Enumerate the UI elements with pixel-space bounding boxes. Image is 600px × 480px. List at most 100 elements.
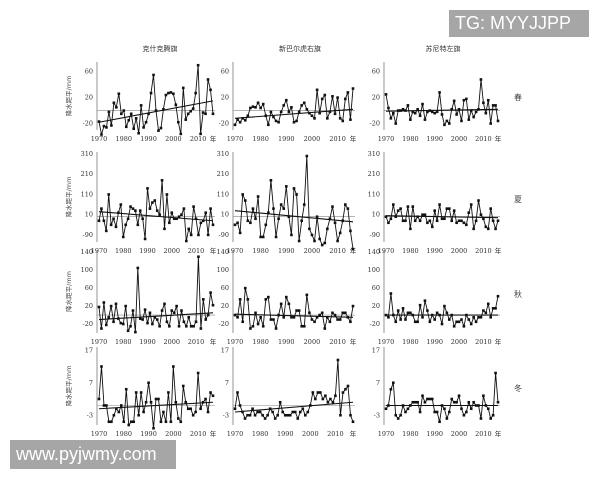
svg-text:1980: 1980 <box>252 135 269 143</box>
svg-text:年: 年 <box>495 429 502 438</box>
watermark-bottom-left: www.pyjwmy.com <box>10 440 176 469</box>
svg-text:年: 年 <box>495 337 502 346</box>
svg-text:-20: -20 <box>83 320 93 328</box>
svg-text:1990: 1990 <box>139 338 156 346</box>
svg-text:-90: -90 <box>370 231 380 239</box>
svg-text:60: 60 <box>372 68 380 76</box>
svg-text:2000: 2000 <box>451 338 468 346</box>
svg-text:2000: 2000 <box>165 430 182 438</box>
svg-text:2010: 2010 <box>329 338 346 346</box>
chart-panel: -20 20 60 1970 1980 1990 2000 2010 年 <box>193 58 367 146</box>
svg-text:20: 20 <box>85 302 93 310</box>
chart-panel: -20 20 60 1970 1980 1990 2000 2010 年 降水距平/mm <box>57 58 227 146</box>
svg-text:1990: 1990 <box>278 338 295 346</box>
svg-text:降水距平/mm: 降水距平/mm <box>64 366 73 407</box>
svg-text:310: 310 <box>368 150 380 158</box>
svg-text:年: 年 <box>350 429 357 438</box>
svg-text:310: 310 <box>217 150 229 158</box>
svg-text:20: 20 <box>221 94 229 102</box>
svg-text:1990: 1990 <box>278 135 295 143</box>
svg-text:20: 20 <box>85 94 93 102</box>
svg-text:-90: -90 <box>83 231 93 239</box>
chart-panel: -20 20 60 100 140 1970 1980 1990 2000 2010 年 <box>344 246 512 349</box>
svg-text:7: 7 <box>89 379 93 387</box>
chart-panel: -20 20 60 100 140 1970 1980 1990 2000 2010 年 <box>193 246 367 349</box>
svg-text:-20: -20 <box>370 320 380 328</box>
svg-text:2000: 2000 <box>302 430 319 438</box>
svg-text:60: 60 <box>372 284 380 292</box>
svg-text:1970: 1970 <box>227 247 244 255</box>
svg-text:100: 100 <box>81 266 93 274</box>
svg-text:1990: 1990 <box>140 430 157 438</box>
svg-text:60: 60 <box>221 68 229 76</box>
svg-text:1980: 1980 <box>402 338 419 346</box>
svg-text:2000: 2000 <box>163 338 180 346</box>
chart-panel: -3 7 17 1970 1980 1990 2000 2010 年 <box>193 343 367 441</box>
svg-text:年: 年 <box>350 337 357 346</box>
svg-text:年: 年 <box>210 337 217 346</box>
svg-text:年: 年 <box>210 246 217 255</box>
svg-text:1970: 1970 <box>378 135 395 143</box>
svg-text:2000: 2000 <box>451 430 468 438</box>
svg-text:2010: 2010 <box>329 247 346 255</box>
svg-text:10: 10 <box>85 211 93 219</box>
svg-text:1970: 1970 <box>91 338 108 346</box>
svg-text:1990: 1990 <box>140 135 157 143</box>
svg-text:100: 100 <box>368 266 380 274</box>
svg-text:-20: -20 <box>83 120 93 128</box>
svg-text:2000: 2000 <box>451 247 468 255</box>
svg-text:10: 10 <box>221 211 229 219</box>
chart-panel: -3 7 17 1970 1980 1990 2000 2010 年 <box>344 343 512 441</box>
svg-text:1970: 1970 <box>227 135 244 143</box>
svg-text:17: 17 <box>221 346 229 354</box>
svg-text:1970: 1970 <box>378 247 395 255</box>
svg-text:降水距平/mm: 降水距平/mm <box>64 76 73 117</box>
svg-text:60: 60 <box>221 284 229 292</box>
season-label-winter: 冬 <box>514 384 522 393</box>
svg-text:-3: -3 <box>374 411 380 419</box>
chart-panel: -3 7 17 1970 1980 1990 2000 2010 年 降水距平/mm <box>57 343 227 441</box>
svg-text:2000: 2000 <box>165 135 182 143</box>
svg-text:2010: 2010 <box>190 430 207 438</box>
svg-text:20: 20 <box>372 94 380 102</box>
svg-text:年: 年 <box>350 246 357 255</box>
svg-text:210: 210 <box>368 170 380 178</box>
svg-text:1970: 1970 <box>227 430 244 438</box>
svg-text:210: 210 <box>217 170 229 178</box>
season-label-spring: 春 <box>514 93 522 102</box>
svg-text:310: 310 <box>81 150 93 158</box>
svg-text:60: 60 <box>85 284 93 292</box>
svg-text:1980: 1980 <box>252 430 269 438</box>
svg-text:1980: 1980 <box>116 430 133 438</box>
svg-text:-20: -20 <box>219 120 229 128</box>
svg-text:2000: 2000 <box>304 135 321 143</box>
svg-text:1990: 1990 <box>277 430 294 438</box>
svg-text:1970: 1970 <box>378 338 395 346</box>
svg-text:降水距平/mm: 降水距平/mm <box>64 271 73 312</box>
svg-text:1970: 1970 <box>227 338 244 346</box>
svg-text:1980: 1980 <box>402 430 419 438</box>
svg-text:10: 10 <box>372 211 380 219</box>
svg-text:年: 年 <box>210 429 217 438</box>
svg-text:2010: 2010 <box>327 430 344 438</box>
svg-text:-3: -3 <box>223 411 229 419</box>
svg-text:2010: 2010 <box>188 338 205 346</box>
svg-text:20: 20 <box>372 302 380 310</box>
column-title-1: 克什克腾旗 <box>142 45 178 53</box>
svg-text:60: 60 <box>85 68 93 76</box>
svg-text:2010: 2010 <box>475 135 492 143</box>
svg-text:2010: 2010 <box>190 135 207 143</box>
svg-text:1970: 1970 <box>91 430 108 438</box>
svg-text:年: 年 <box>495 246 502 255</box>
svg-text:2010: 2010 <box>475 247 492 255</box>
svg-text:2010: 2010 <box>188 247 205 255</box>
svg-text:20: 20 <box>221 302 229 310</box>
svg-text:1980: 1980 <box>402 247 419 255</box>
svg-text:1990: 1990 <box>426 338 443 346</box>
svg-text:年: 年 <box>210 134 217 143</box>
svg-text:140: 140 <box>368 248 380 256</box>
svg-text:17: 17 <box>85 346 93 354</box>
